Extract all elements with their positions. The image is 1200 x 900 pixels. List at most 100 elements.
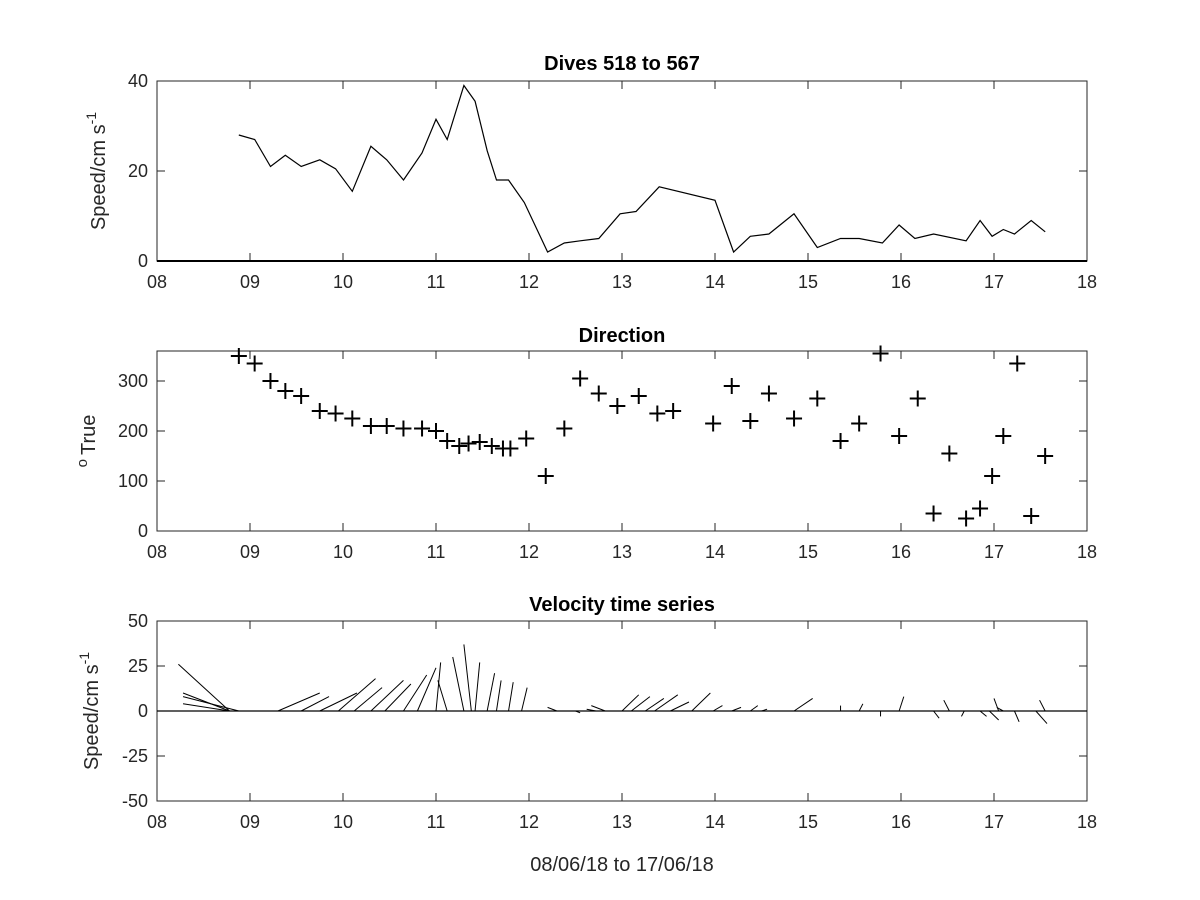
velocity-stick [384, 683, 412, 712]
velocity-stick [437, 680, 448, 712]
velocity-stick [416, 667, 437, 712]
direction-point [851, 415, 868, 432]
direction-point [439, 433, 456, 449]
direction-point [872, 345, 889, 362]
speed-x-tick-label: 17 [984, 272, 1004, 292]
direction-point [556, 420, 573, 437]
direction-point [344, 410, 361, 427]
speed-y-tick-label: 20 [128, 161, 148, 181]
velocity-stick [435, 662, 442, 712]
velocity-panel: Velocity time series Speed/cm s-1 08 09 10… [76, 594, 1097, 876]
direction-point [471, 434, 488, 450]
direction-point [428, 423, 444, 439]
direction-point [891, 428, 908, 444]
direction-point [909, 390, 926, 407]
direction-point [572, 370, 589, 387]
direction-x-tick-label: 10 [333, 542, 353, 562]
velocity-stick [712, 705, 723, 712]
velocity-y-tick-label: -50 [122, 791, 148, 811]
velocity-stick [993, 698, 1000, 712]
direction-point [483, 438, 500, 454]
velocity-stick [575, 710, 581, 714]
speed-x-ticks: 08 09 10 11 12 13 14 15 16 17 18 [147, 81, 1097, 292]
speed-y-tick-label: 0 [138, 251, 148, 271]
direction-x-ticks: 08 09 10 11 12 13 14 15 16 17 18 [147, 351, 1097, 562]
direction-point [537, 468, 554, 484]
speed-y-tick-label: 40 [128, 71, 148, 91]
direction-point [518, 430, 535, 447]
velocity-stick [979, 710, 987, 717]
velocity-stick [338, 678, 376, 712]
speed-x-tick-label: 14 [705, 272, 725, 292]
velocity-stick [300, 696, 330, 712]
direction-point [395, 420, 412, 437]
velocity-stick [793, 697, 813, 712]
speed-x-tick-label: 08 [147, 272, 167, 292]
speed-chart-title: Dives 518 to 567 [544, 53, 700, 75]
direction-point [832, 433, 849, 449]
speed-line [238, 84, 1046, 254]
velocity-x-tick-label: 08 [147, 812, 167, 832]
direction-point [705, 415, 722, 432]
direction-point [1009, 355, 1026, 372]
direction-point [590, 385, 607, 402]
velocity-stick [521, 687, 528, 712]
direction-point [941, 445, 958, 462]
velocity-stick [898, 696, 905, 712]
velocity-stick [1039, 699, 1046, 712]
speed-y-ticks: 0 20 40 [128, 71, 1087, 271]
velocity-stick [591, 705, 606, 712]
direction-point [809, 390, 826, 407]
velocity-stick [670, 701, 690, 712]
velocity-x-tick-label: 09 [240, 812, 260, 832]
speed-y-axis-label-exponent: -1 [83, 112, 99, 125]
direction-point [311, 403, 328, 419]
velocity-stick [858, 703, 864, 712]
direction-point [723, 378, 740, 394]
direction-y-tick-label: 0 [138, 521, 148, 541]
velocity-stick [319, 692, 358, 712]
velocity-chart-title: Velocity time series [529, 594, 715, 616]
velocity-x-ticks: 08 09 10 11 12 13 14 15 16 17 18 [147, 621, 1097, 832]
velocity-stick [691, 692, 711, 712]
direction-point [630, 388, 647, 404]
direction-point [760, 385, 777, 402]
velocity-stick [353, 687, 383, 712]
direction-y-axis-label-text: True [78, 415, 100, 455]
velocity-stick [621, 694, 640, 712]
velocity-y-tick-label: 0 [138, 701, 148, 721]
velocity-stick [182, 696, 239, 712]
direction-x-tick-label: 17 [984, 542, 1004, 562]
direction-x-tick-label: 12 [519, 542, 539, 562]
velocity-y-ticks: -50 -25 0 25 50 [122, 611, 1087, 811]
velocity-stick [182, 703, 230, 712]
direction-point [1037, 448, 1054, 464]
direction-point [995, 428, 1012, 444]
direction-point [502, 440, 519, 457]
velocity-stick [654, 694, 679, 712]
direction-point [460, 435, 477, 452]
x-axis-label: 08/06/18 to 17/06/18 [530, 854, 714, 876]
velocity-x-tick-label: 13 [612, 812, 632, 832]
velocity-stick [731, 706, 742, 712]
direction-point [609, 398, 626, 414]
direction-point [451, 438, 468, 454]
direction-point [262, 373, 279, 389]
velocity-x-tick-label: 10 [333, 812, 353, 832]
speed-x-tick-label: 12 [519, 272, 539, 292]
direction-x-tick-label: 18 [1077, 542, 1097, 562]
velocity-stick [989, 710, 999, 721]
velocity-stick [1014, 710, 1020, 722]
velocity-x-tick-label: 16 [891, 812, 911, 832]
velocity-stick [547, 706, 558, 712]
direction-point [649, 405, 666, 422]
velocity-stick [933, 710, 940, 719]
velocity-stick [452, 656, 465, 712]
direction-point [327, 405, 344, 422]
velocity-stick [943, 699, 950, 712]
direction-y-axis-label: o True [74, 415, 100, 468]
direction-y-tick-label: 300 [118, 371, 148, 391]
speed-x-tick-label: 16 [891, 272, 911, 292]
direction-point [378, 418, 395, 434]
